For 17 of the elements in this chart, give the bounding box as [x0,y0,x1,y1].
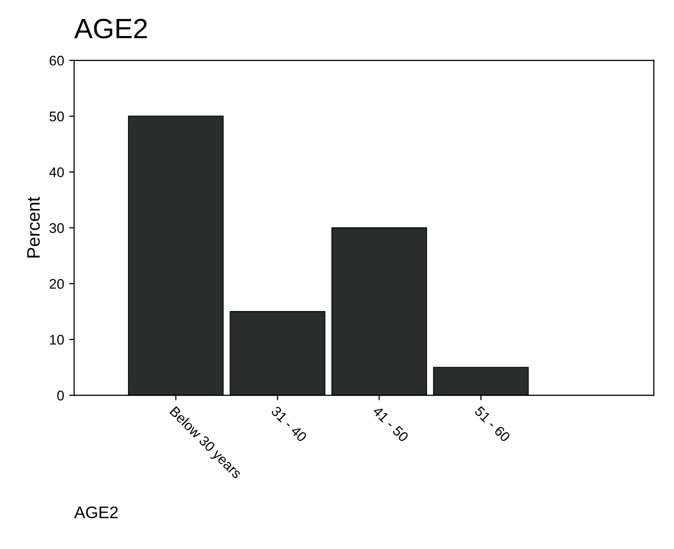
y-tick-label: 20 [50,278,64,289]
y-tick-label: 30 [50,223,64,234]
bar [128,116,224,396]
bar [230,311,326,396]
chart-title: AGE2 [74,18,147,38]
y-tick-label: 0 [57,390,64,400]
y-tick-label: 40 [49,167,64,178]
y-tick-label: 10 [50,334,64,345]
y-tick-label: 60 [50,56,64,66]
x-tick-label: 41 - 50 [372,405,410,442]
bar [331,227,428,396]
x-tick-label: 31 - 40 [270,406,308,442]
y-axis-title: Percent [27,196,40,258]
bar [433,366,529,396]
y-tick-label: 50 [50,112,64,122]
text: AGE2 [74,506,118,518]
x-tick-label: 51 - 60 [474,406,511,442]
